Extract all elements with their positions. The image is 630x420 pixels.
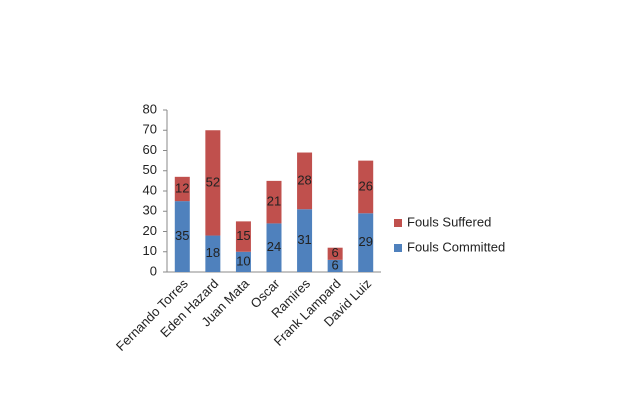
y-tick-label: 70 bbox=[143, 122, 157, 137]
y-tick-label: 0 bbox=[150, 263, 157, 278]
bar-segment bbox=[174, 176, 190, 202]
bar-segment bbox=[235, 221, 251, 252]
bar-segment bbox=[205, 235, 221, 272]
y-tick-label: 10 bbox=[143, 243, 157, 258]
y-tick-label: 60 bbox=[143, 142, 157, 157]
data-label: 35 bbox=[175, 228, 189, 243]
y-tick-label: 30 bbox=[143, 203, 157, 218]
data-label: 18 bbox=[206, 245, 220, 260]
data-label: 29 bbox=[358, 234, 372, 249]
bar-segment bbox=[297, 152, 313, 210]
data-label: 28 bbox=[297, 172, 311, 187]
bar-segment bbox=[297, 209, 313, 272]
data-label: 24 bbox=[267, 239, 281, 254]
bar-segment bbox=[266, 223, 282, 272]
y-tick-label: 50 bbox=[143, 162, 157, 177]
data-label: 52 bbox=[206, 174, 220, 189]
data-label: 26 bbox=[358, 178, 372, 193]
bar-segment bbox=[174, 201, 190, 272]
y-tick-label: 40 bbox=[143, 182, 157, 197]
y-tick-label: 80 bbox=[143, 101, 157, 116]
bar-segment bbox=[205, 130, 221, 236]
data-label: 10 bbox=[236, 253, 250, 268]
legend-label: Fouls Committed bbox=[407, 239, 505, 254]
y-tick-label: 20 bbox=[143, 223, 157, 238]
data-label: 6 bbox=[332, 245, 339, 260]
data-label: 15 bbox=[236, 228, 250, 243]
legend-swatch bbox=[394, 219, 402, 227]
legend-swatch bbox=[394, 244, 402, 252]
bar-segment bbox=[358, 213, 374, 272]
bar-segment bbox=[358, 160, 374, 214]
bar-segment bbox=[235, 251, 251, 272]
data-label: 12 bbox=[175, 180, 189, 195]
bar-segment bbox=[327, 259, 343, 272]
data-label: 31 bbox=[297, 232, 311, 247]
data-label: 6 bbox=[332, 257, 339, 272]
bar-segment bbox=[266, 180, 282, 224]
data-label: 21 bbox=[267, 194, 281, 209]
legend-label: Fouls Suffered bbox=[407, 214, 491, 229]
bar-segment bbox=[327, 247, 343, 260]
